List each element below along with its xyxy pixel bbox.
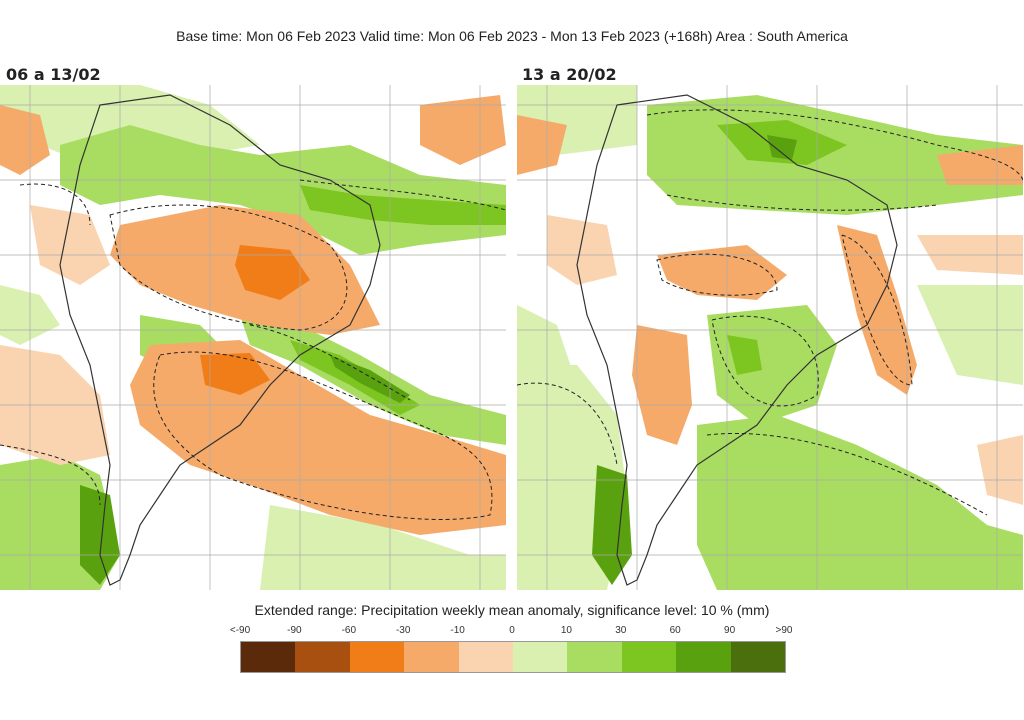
legend-swatch	[349, 642, 405, 672]
map-header: Base time: Mon 06 Feb 2023 Valid time: M…	[176, 28, 848, 44]
legend-swatch	[404, 642, 459, 672]
legend-tick-label: <-90	[229, 625, 251, 636]
legend-tick-label: 60	[669, 625, 681, 636]
legend-tick-label: 90	[724, 625, 736, 636]
legend-tick-label: 10	[560, 625, 572, 636]
legend-tick-label: 0	[509, 625, 515, 636]
map-panel-week2	[517, 85, 1023, 590]
legend-swatch	[567, 642, 622, 672]
legend-tick-label: -90	[287, 625, 302, 636]
legend-swatch	[513, 642, 568, 672]
legend-color-bar	[240, 641, 786, 673]
legend-swatch	[241, 642, 296, 672]
legend-tick-label: -30	[395, 625, 411, 636]
legend-swatch	[730, 642, 786, 672]
legend-swatch	[621, 642, 677, 672]
legend-tick-label: 30	[615, 625, 627, 636]
panel-title-week2: 13 a 20/02	[522, 65, 617, 84]
legend-swatch	[458, 642, 514, 672]
map-panel-week1	[0, 85, 506, 590]
legend-swatch	[676, 642, 731, 672]
legend-title: Extended range: Precipitation weekly mea…	[254, 602, 770, 618]
legend-tick-label: -60	[341, 625, 357, 636]
legend-tick-label: -10	[450, 625, 465, 636]
legend-tick-label: >90	[775, 625, 793, 636]
panel-title-week1: 06 a 13/02	[6, 65, 101, 84]
legend-swatch	[295, 642, 350, 672]
